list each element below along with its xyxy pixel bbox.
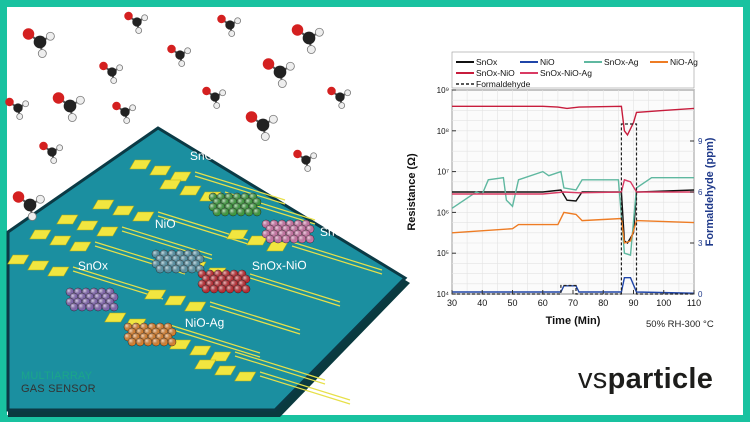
legend-entry: SnOx-NiO-Ag [540, 68, 592, 78]
series-line-nio-ag [451, 211, 695, 244]
y-right-tick-label: 3 [698, 239, 703, 248]
y-left-tick-label: 10⁶ [437, 208, 449, 217]
legend-entry: Formaldehyde [476, 79, 531, 89]
molecule-icon [262, 58, 295, 88]
nanoparticle-cluster [261, 219, 315, 244]
sensor-label: SnOx-NiO-Ag [320, 224, 394, 239]
molecule-icon [291, 24, 324, 54]
condition-note: 50% RH-300 °C [646, 319, 714, 330]
series-line-snox-ag [451, 170, 694, 257]
molecule-icon [22, 28, 55, 58]
y-right-tick-label: 9 [698, 137, 703, 146]
multiarray-caption: MULTIARRAY GAS SENSOR [21, 370, 96, 396]
formaldehyde-molecules [5, 11, 352, 221]
molecule-icon [124, 11, 149, 34]
y-left-tick-label: 10⁵ [437, 249, 449, 258]
x-tick-label: 50 [507, 298, 517, 308]
nanoparticle-cluster [123, 322, 177, 347]
molecule-icon [12, 191, 45, 221]
x-axis-title: Time (Min) [546, 315, 601, 327]
x-tick-label: 30 [447, 298, 457, 308]
molecule-icon [52, 92, 85, 122]
nanoparticle-cluster [65, 287, 119, 312]
series-line-formaldehyde [452, 123, 694, 295]
molecule-icon [112, 101, 137, 124]
sensor-label: NiO [155, 217, 176, 231]
legend-box [451, 51, 695, 89]
logo-prefix: vs [578, 363, 608, 395]
series-line-snox-nio-ag [452, 178, 694, 195]
sensor-label: SnOx-NiO [252, 258, 307, 273]
x-tick-label: 110 [687, 298, 701, 308]
nanoparticle-cluster [151, 249, 205, 274]
molecule-icon [245, 111, 278, 141]
caption-line-1: MULTIARRAY [21, 370, 93, 382]
y-left-tick-label: 10⁷ [437, 168, 449, 177]
y-right-axis-title: Formaldehyde (ppm) [704, 137, 716, 246]
legend-entry: NiO [540, 57, 555, 67]
series-line-snox-nio [452, 105, 695, 137]
x-tick-label: 100 [656, 298, 671, 308]
molecule-icon [5, 97, 30, 120]
sensor-label: SnOx [78, 258, 108, 273]
series-line-nio [452, 277, 695, 294]
x-tick-label: 90 [628, 298, 638, 308]
y-left-tick-label: 10⁸ [437, 127, 449, 136]
x-tick-label: 70 [568, 298, 578, 308]
series-lines [451, 105, 695, 295]
nanoparticle-clusters [65, 192, 315, 347]
nanoparticle-cluster [208, 192, 262, 217]
legend-entry: SnOx [476, 57, 498, 67]
x-tick-label: 80 [598, 298, 608, 308]
y-right-tick-label: 0 [698, 290, 703, 299]
legend-entry: NiO-Ag [670, 57, 698, 67]
sensor-label: NiO-Ag [185, 315, 225, 330]
logo-suffix: particle [607, 363, 714, 395]
molecule-icon [327, 86, 352, 109]
x-tick-label: 60 [538, 298, 548, 308]
molecule-icon [167, 44, 192, 67]
molecule-icon [293, 149, 318, 172]
molecule-icon [217, 14, 242, 37]
chart-legend: SnOx NiO SnOx-Ag NiO-Ag SnOx-NiO SnOx-NiO-Ag F… [451, 51, 698, 89]
chip-board [6, 126, 408, 412]
legend-entry: SnOx-NiO [476, 68, 515, 78]
molecule-icon [99, 61, 124, 84]
molecule-icon [202, 86, 227, 109]
vsparticle-logo: vsparticle [578, 363, 713, 396]
legend-entry: SnOx-Ag [604, 57, 639, 67]
axis-ticks: 30 40 50 60 70 80 90 100 110 10⁴ 10⁵ 10⁶ 10⁷ 10⁸ 10⁹ 0 3… [437, 86, 703, 308]
x-tick-label: 40 [477, 298, 487, 308]
y-left-tick-label: 10⁴ [437, 290, 450, 299]
nanoparticle-cluster [197, 269, 251, 294]
y-right-tick-label: 6 [698, 188, 703, 197]
molecule-icon [39, 141, 64, 164]
caption-line-2: GAS SENSOR [21, 383, 96, 395]
y-left-axis-title: Resistance (Ω) [406, 153, 418, 231]
sensor-label: SnOx-NiO [190, 148, 245, 163]
electrode-pads [7, 159, 383, 405]
y-left-tick-label: 10⁹ [437, 86, 449, 95]
